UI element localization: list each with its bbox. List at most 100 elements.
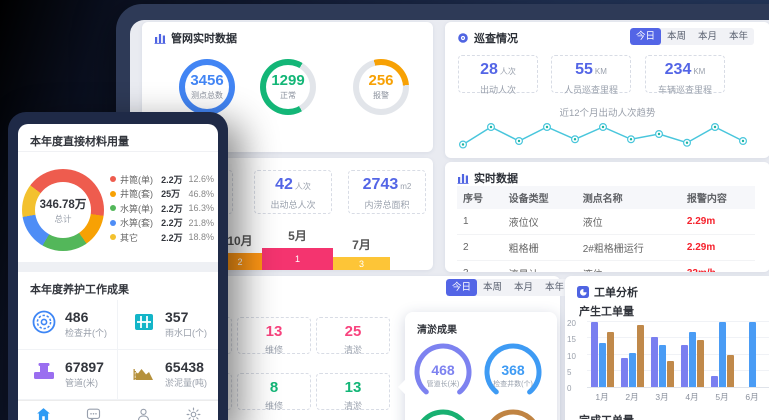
legend-label: 其它	[120, 232, 139, 243]
trend-marker	[711, 123, 720, 132]
table-cell: 液位仪	[502, 209, 577, 235]
settings-icon[interactable]	[182, 404, 204, 420]
gauge-检查井数(个): 368 检查井数(个)	[481, 340, 545, 404]
y-tick-label: 10	[567, 351, 576, 361]
tab-本周[interactable]: 本周	[666, 31, 686, 42]
stat-value: 13	[344, 379, 362, 396]
stat-label: 车辆巡查里程	[657, 85, 712, 95]
stat-value: 13	[265, 323, 283, 340]
stat-value: 28 人次	[480, 61, 516, 78]
panel-realtime-table: 实时数据 序号 设备类型 测点名称 报警内容 1 液位仪 液位 2.29m 2 粗格栅 2#粗格栅运…	[445, 162, 769, 272]
gauge-partial	[411, 406, 475, 420]
stat-label: 维修	[264, 345, 283, 355]
stat-box: 25 清淤	[316, 317, 390, 355]
stat-label: 出动人次	[479, 85, 516, 95]
legend-label: 井篦(套)	[120, 189, 153, 200]
stat-label: 维修	[264, 401, 283, 411]
tab-本周[interactable]: 本周	[482, 282, 502, 293]
stat-box: 8 维修	[237, 373, 311, 411]
network-donut: 3456 测点总数	[179, 59, 235, 115]
stat-value: 25	[344, 323, 362, 340]
tab-本月[interactable]: 本月	[513, 282, 533, 293]
x-category-label: 5月	[715, 392, 729, 402]
grid-line	[587, 321, 769, 322]
stat-value: 55 KM	[575, 61, 607, 78]
stat-box: 13 清淤	[316, 373, 390, 411]
table-cell: 粗格栅	[502, 234, 577, 261]
maintenance-stat-text: 65438 淤泥量(吨)	[165, 360, 207, 389]
table-row: 2 粗格栅 2#粗格栅运行 2.29m	[457, 234, 755, 261]
gauge-partial	[481, 406, 545, 420]
table-cell: 2	[457, 234, 503, 261]
profile-icon[interactable]	[132, 404, 154, 420]
network-donut-label: 测点总数	[191, 91, 223, 100]
bar-series-3	[637, 325, 644, 387]
tab-今日[interactable]: 今日	[446, 279, 477, 296]
podium-month-label: 5月	[288, 229, 307, 243]
legend-label: 水箅(套)	[120, 218, 153, 229]
month-rank-podium: 10月 2 5月 1 7月 3	[218, 227, 390, 270]
bar-series-3	[697, 339, 704, 387]
table-cell: 1	[457, 209, 503, 235]
patrol-panel-header: 巡查情况	[457, 30, 518, 46]
table-cell: 液位	[576, 209, 681, 235]
svg-text:检查井数(个): 检查井数(个)	[493, 379, 533, 388]
network-donut-value: 3456	[190, 72, 224, 89]
bar-chart-icon	[457, 174, 469, 184]
legend-percent: 46.8%	[188, 188, 214, 199]
legend-label: 水箅(单)	[120, 203, 153, 214]
stat-box: 28 人次出动人次	[458, 55, 538, 95]
maintenance-stat-label: 淤泥量(吨)	[165, 378, 207, 388]
table-header-cell: 设备类型	[502, 186, 577, 209]
bar-series-1	[711, 375, 718, 387]
bar-series-3	[667, 361, 674, 387]
stat-box: 42 人次 出动总人次	[254, 170, 332, 214]
y-tick-label: 20	[567, 319, 576, 328]
stat-unit: 人次	[499, 67, 516, 76]
bar-series-1	[651, 336, 658, 387]
home-icon[interactable]	[32, 404, 54, 420]
bar-series-1	[681, 344, 688, 387]
gauge-管道长(米): 468 管道长(米)	[411, 340, 475, 404]
bar-series-2	[599, 343, 606, 387]
trend-marker	[627, 135, 636, 144]
bar-chart-icon	[154, 34, 166, 44]
trend-marker	[570, 135, 579, 144]
network-donut-center: 256 报警	[359, 65, 403, 109]
tab-本年[interactable]: 本年	[728, 31, 748, 42]
patrol-gear-icon	[458, 33, 468, 43]
patrol-tabs: 今日 本周 本月 本年	[630, 28, 754, 45]
podium-month-label: 10月	[227, 234, 253, 248]
created-workorders-subtitle: 产生工单量	[579, 306, 634, 318]
divider	[18, 151, 218, 152]
tab-今日[interactable]: 今日	[630, 28, 661, 45]
table-row: 1 液位仪 液位 2.29m	[457, 209, 755, 235]
trend-marker	[655, 130, 664, 139]
x-category-label: 1月	[595, 392, 609, 402]
tab-本年[interactable]: 本年	[544, 282, 564, 293]
trend-marker	[514, 137, 523, 146]
podium-column: 5月 1	[262, 227, 333, 270]
table-cell: 流量计	[502, 260, 577, 272]
bar-series-2	[659, 344, 666, 387]
phone-bottom-nav	[18, 400, 218, 420]
materials-legend: 井篦(单) 2.2万 12.6% 井篦(套) 25万 46.8% 水箅(单) 2.2万 16.3…	[110, 172, 214, 245]
y-tick-label: 15	[567, 335, 576, 345]
bar-series-3	[727, 354, 734, 387]
network-donut: 1299 正常	[260, 59, 316, 115]
maintenance-stat: 65438 淤泥量(吨)	[118, 350, 218, 400]
materials-total-label: 总计	[54, 213, 72, 224]
stat-label: 清淤	[343, 345, 362, 355]
y-tick-label: 5	[567, 367, 572, 377]
x-category-label: 2月	[625, 392, 639, 402]
stat-unit: KM	[594, 67, 607, 76]
messages-icon[interactable]	[82, 404, 104, 420]
bar-series-2	[689, 331, 696, 387]
maintenance-stat-value: 65438	[165, 359, 204, 375]
podium-bar: 1	[262, 248, 333, 270]
alarm-value: 2.29m	[680, 209, 755, 235]
legend-percent: 18.8%	[188, 232, 214, 243]
network-donut-center: 1299 正常	[266, 65, 310, 109]
tab-本月[interactable]: 本月	[697, 31, 717, 42]
